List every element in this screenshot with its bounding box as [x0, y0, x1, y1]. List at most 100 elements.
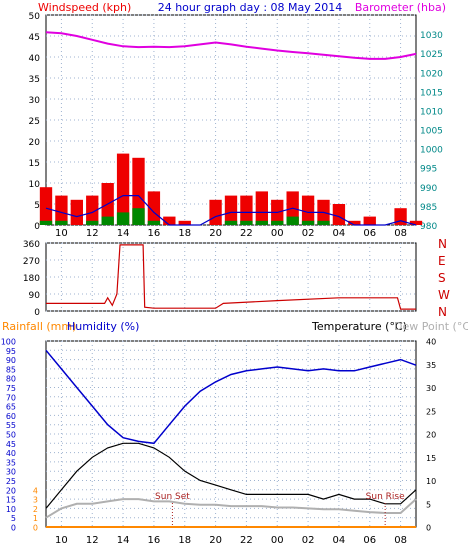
humidity-tick-label: 25	[6, 477, 16, 486]
wind-tick-label: 30	[29, 96, 41, 106]
x-tick-label: 02	[302, 535, 315, 546]
humidity-label: Humidity (%)	[67, 320, 139, 333]
wind-min-bar	[286, 216, 299, 225]
wind-barometer-panel: 0510152025303540455098098599099510001005…	[29, 12, 444, 239]
humidity-tick-label: 20	[6, 486, 16, 495]
humidity-tick-label: 55	[6, 421, 16, 430]
wind-max-bar	[147, 191, 161, 225]
barometer-tick-label: 1025	[420, 50, 443, 60]
compass-label: N	[438, 237, 447, 251]
humidity-tick-label: 35	[6, 458, 16, 467]
wind-max-bar	[209, 199, 222, 225]
x-tick-label: 08	[394, 535, 407, 546]
x-tick-label: 02	[302, 228, 315, 239]
rainfall-tick-label: 3	[33, 496, 38, 505]
x-tick-label: 08	[394, 228, 407, 239]
rainfall-tick-label: 0	[33, 524, 38, 533]
x-tick-label: 22	[240, 535, 253, 546]
rainfall-tick-label: 4	[33, 486, 38, 495]
wind-max-bar	[240, 195, 253, 225]
temperature-label: Temperature (°C)	[311, 320, 407, 333]
rainfall-tick-label: 2	[33, 505, 38, 514]
wind-min-bar	[147, 220, 161, 225]
x-tick-label: 00	[271, 535, 284, 546]
wind-max-bar	[394, 208, 407, 225]
temperature-tick-label: 15	[426, 454, 436, 463]
barometer-label: Barometer (hba)	[355, 1, 446, 14]
humidity-tick-label: 60	[6, 412, 16, 421]
barometer-tick-label: 1010	[420, 107, 443, 117]
compass-label: S	[438, 271, 446, 285]
wind-max-bar	[86, 195, 99, 225]
x-tick-label: 18	[178, 535, 191, 546]
barometer-tick-label: 1000	[420, 146, 443, 156]
humidity-tick-label: 70	[6, 393, 16, 402]
humidity-tick-label: 90	[6, 356, 16, 365]
wind-tick-label: 15	[29, 159, 40, 169]
wind-tick-label: 10	[29, 180, 41, 190]
humidity-tick-label: 0	[11, 524, 16, 533]
barometer-tick-label: 1015	[420, 88, 443, 98]
x-tick-label: 22	[240, 228, 253, 239]
x-tick-label: 12	[86, 535, 99, 546]
x-tick-label: 10	[55, 228, 68, 239]
wind-tick-label: 0	[34, 222, 40, 232]
barometer-line	[45, 31, 417, 60]
wind-tick-label: 25	[29, 117, 40, 127]
x-tick-label: 16	[148, 535, 161, 546]
wind-min-bar	[116, 212, 130, 225]
wind-avg-line	[45, 195, 417, 226]
wind-max-bar	[39, 187, 53, 225]
x-tick-label: 14	[117, 535, 130, 546]
compass-label: W	[438, 288, 450, 302]
wind-max-bar	[255, 191, 268, 225]
humidity-tick-label: 50	[6, 431, 16, 440]
x-tick-label: 06	[363, 228, 376, 239]
barometer-tick-label: 990	[420, 184, 437, 194]
temperature-tick-label: 20	[426, 431, 436, 440]
barometer-tick-label: 1030	[420, 31, 443, 41]
dewpoint-label: Dew Point (°C)	[394, 320, 468, 333]
wind-max-bar	[348, 220, 361, 225]
wind-tick-label: 50	[29, 12, 41, 22]
compass-label: N	[438, 305, 447, 319]
x-tick-label: 10	[55, 535, 68, 546]
temperature-tick-label: 40	[426, 338, 436, 347]
wind-max-bar	[116, 153, 130, 225]
chart-title: 24 hour graph day : 08 May 2014	[158, 1, 343, 14]
humidity-tick-label: 30	[6, 468, 16, 477]
wind-min-bar	[132, 208, 145, 225]
humidity-tick-label: 95	[6, 347, 16, 356]
direction-tick-label: 180	[23, 274, 40, 284]
wind-label: Windspeed (kph)	[38, 1, 131, 14]
wind-min-bar	[101, 216, 114, 225]
wind-min-bar	[240, 220, 253, 225]
x-tick-label: 20	[209, 228, 222, 239]
humidity-tick-label: 15	[6, 496, 16, 505]
direction-tick-label: 270	[23, 257, 40, 267]
wind-min-bar	[39, 220, 53, 225]
wind-tick-label: 40	[29, 54, 41, 64]
humidity-tick-label: 100	[1, 338, 16, 347]
barometer-tick-label: 980	[420, 222, 437, 232]
barometer-tick-label: 1005	[420, 127, 443, 137]
wind-min-bar	[317, 220, 330, 225]
humidity-temperature-panel: 0510152025303540455055606570758085909510…	[1, 338, 436, 547]
x-tick-label: 14	[117, 228, 130, 239]
humidity-tick-label: 80	[6, 375, 16, 384]
x-tick-label: 20	[209, 535, 222, 546]
direction-tick-label: 360	[23, 240, 40, 250]
direction-tick-label: 90	[29, 291, 41, 301]
wind-max-bar	[163, 216, 176, 225]
direction-line	[46, 244, 416, 310]
wind-tick-label: 20	[29, 138, 41, 148]
x-tick-label: 16	[148, 228, 161, 239]
rainfall-label: Rainfall (mm)	[2, 320, 76, 333]
temperature-line	[45, 442, 417, 509]
compass-label: E	[438, 254, 446, 268]
x-tick-label: 06	[363, 535, 376, 546]
barometer-tick-label: 985	[420, 203, 437, 213]
humidity-tick-label: 45	[6, 440, 16, 449]
barometer-tick-label: 1020	[420, 69, 443, 79]
